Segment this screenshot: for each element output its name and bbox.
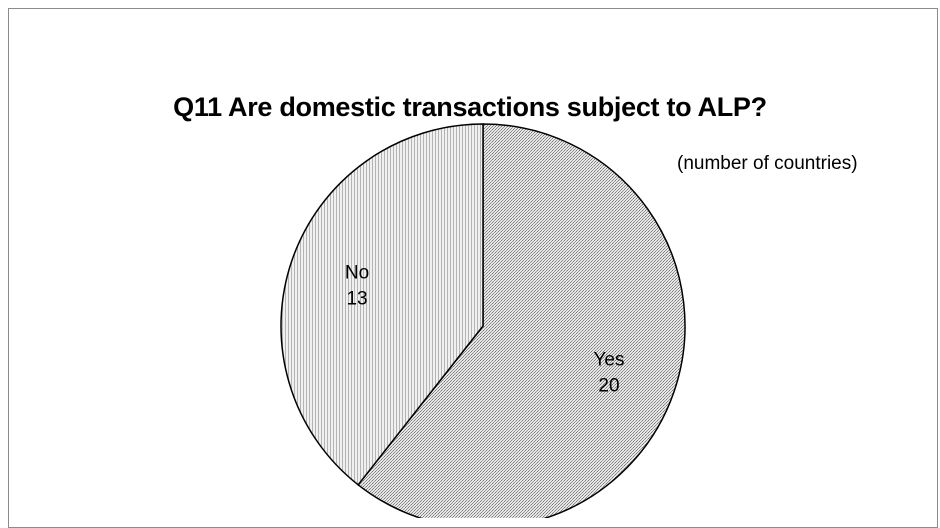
slice-value-no: 13 (346, 288, 367, 309)
pie-slice-yes (357, 123, 686, 518)
chart-subtitle: (number of countries) (677, 153, 858, 174)
slice-value-yes: 20 (598, 376, 619, 397)
pie-slice-no (280, 123, 484, 486)
chart-title: Q11 Are domestic transactions subject to… (173, 92, 767, 122)
slice-label-yes: Yes (593, 350, 624, 371)
slice-label-no: No (345, 262, 369, 283)
